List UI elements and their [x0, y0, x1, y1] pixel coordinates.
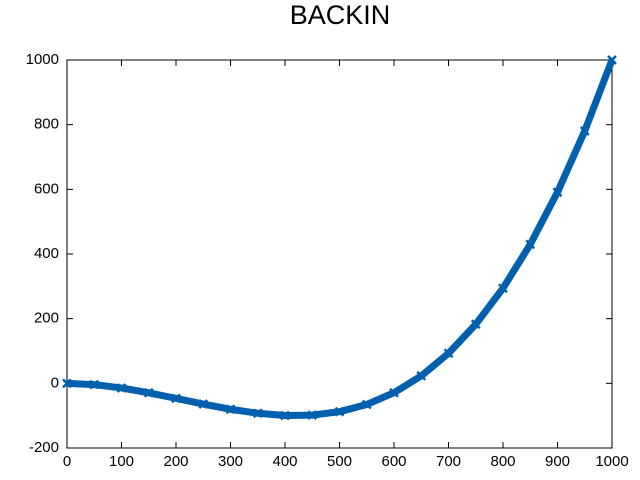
x-tick-label: 800: [490, 453, 515, 470]
point-marker: [62, 378, 72, 389]
point-marker: [579, 126, 590, 136]
point-marker: [470, 319, 481, 330]
y-tick-label: 600: [34, 180, 59, 197]
point-marker: [143, 387, 154, 398]
point-marker: [116, 383, 127, 393]
y-tick-label: 1000: [26, 51, 59, 68]
point-marker: [89, 379, 100, 390]
x-tick-label: 0: [63, 453, 71, 470]
point-marker: [498, 283, 508, 294]
series-line: [66, 58, 616, 419]
x-tick-label: 900: [545, 453, 570, 470]
y-tick-label: 400: [34, 245, 59, 262]
x-tick-label: 600: [381, 453, 406, 470]
x-tick-label: 100: [109, 453, 134, 470]
point-marker: [416, 371, 427, 381]
x-tick-label: 700: [436, 453, 461, 470]
point-marker: [607, 55, 617, 65]
point-marker: [280, 410, 290, 421]
point-marker: [389, 387, 399, 398]
y-tick-label: -200: [29, 439, 59, 456]
point-marker: [552, 187, 563, 198]
point-marker: [334, 406, 345, 417]
x-tick-label: 500: [327, 453, 352, 470]
point-marker: [361, 399, 372, 410]
x-tick-label: 1000: [595, 453, 628, 470]
y-tick-label: 200: [34, 310, 59, 327]
point-marker: [525, 239, 536, 250]
x-tick-label: 200: [163, 453, 188, 470]
point-marker: [443, 348, 454, 359]
chart-title: BACKIN: [290, 0, 391, 30]
x-tick-label: 400: [272, 453, 297, 470]
y-tick-label: 800: [34, 116, 59, 133]
point-marker: [252, 408, 263, 419]
point-marker: [171, 393, 181, 404]
point-marker: [225, 404, 236, 415]
x-tick-label: 300: [218, 453, 243, 470]
point-marker: [198, 399, 209, 409]
point-marker: [307, 410, 318, 421]
y-tick-label: 0: [51, 374, 59, 391]
